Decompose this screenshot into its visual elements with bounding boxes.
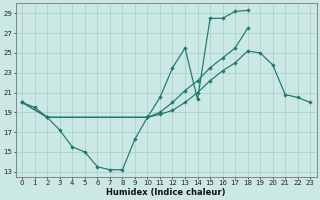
X-axis label: Humidex (Indice chaleur): Humidex (Indice chaleur)	[107, 188, 226, 197]
